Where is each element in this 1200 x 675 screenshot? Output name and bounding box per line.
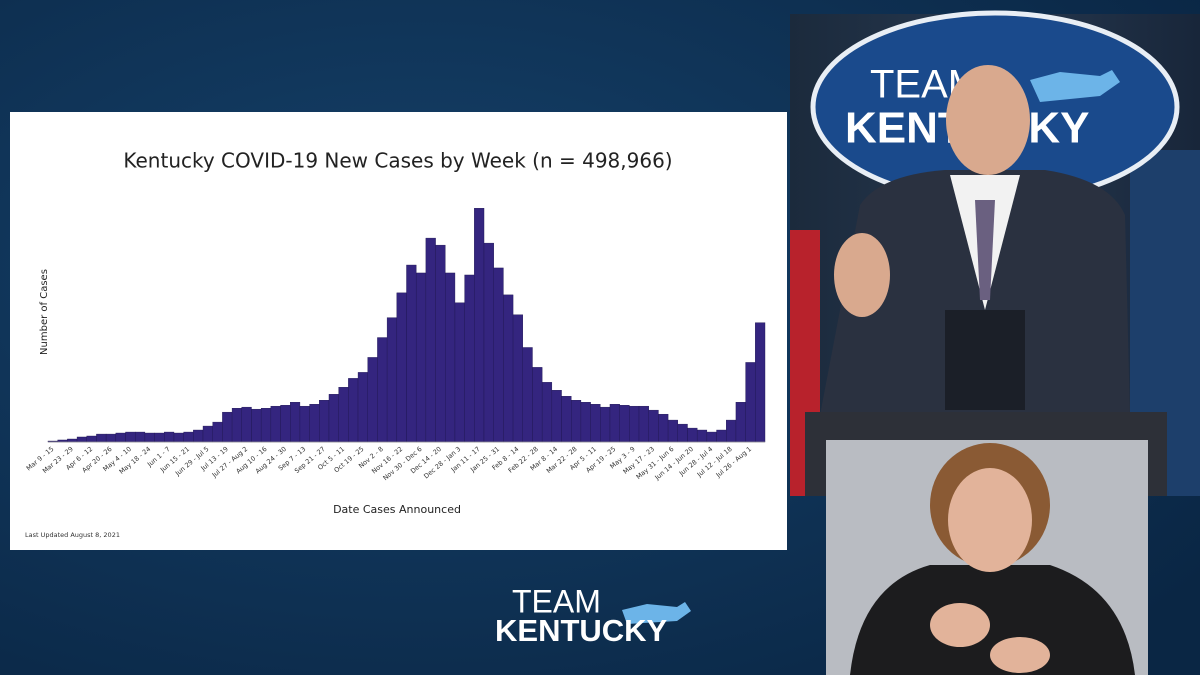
tie	[975, 200, 995, 300]
logo-state	[1030, 70, 1120, 102]
bar	[202, 425, 213, 443]
bar	[512, 314, 523, 443]
bar	[474, 208, 485, 443]
bar	[532, 367, 543, 443]
bar	[658, 413, 669, 443]
interpreter-body	[850, 565, 1135, 675]
logo-text: TEAM	[512, 583, 601, 619]
speaker-head	[946, 65, 1030, 175]
bar	[115, 432, 126, 443]
bar	[164, 431, 175, 443]
bar	[125, 431, 136, 443]
bar	[638, 405, 649, 443]
chart-title: Kentucky COVID-19 New Cases by Week (n =…	[123, 149, 672, 173]
bar	[571, 400, 582, 443]
bar	[396, 292, 407, 443]
bar	[667, 419, 678, 443]
interpreter-face	[948, 468, 1032, 572]
bar	[454, 302, 465, 443]
bar	[406, 264, 417, 443]
bar	[154, 432, 165, 443]
bar	[551, 390, 562, 443]
bar	[251, 408, 262, 443]
bar	[212, 421, 223, 443]
bar	[386, 317, 398, 443]
bar	[67, 438, 78, 443]
bar	[135, 431, 146, 443]
x-axis-label: Date Cases Announced	[333, 503, 461, 516]
bar	[270, 405, 281, 443]
bar	[435, 244, 446, 443]
logo-text: KENTUCKY	[495, 613, 668, 648]
bar	[348, 378, 359, 443]
microphones	[945, 310, 1025, 410]
bar	[357, 372, 368, 443]
hand	[834, 233, 890, 317]
bar	[619, 405, 630, 443]
bar	[648, 409, 659, 443]
bar	[144, 432, 155, 443]
bar	[483, 242, 494, 443]
bar	[241, 406, 252, 443]
bar	[173, 432, 184, 443]
bar	[493, 267, 504, 443]
bar	[580, 402, 591, 443]
logo-state	[622, 602, 691, 624]
bar	[367, 357, 378, 443]
bar	[716, 429, 727, 443]
bar	[696, 429, 708, 443]
footer-logo: TEAM KENTUCKY	[495, 583, 691, 648]
bar	[677, 423, 688, 443]
speaker-suit	[820, 170, 1130, 415]
bar	[561, 396, 572, 443]
bar	[503, 294, 514, 443]
bar	[309, 404, 320, 443]
bar	[338, 387, 349, 443]
bar	[319, 400, 330, 443]
bar	[445, 272, 456, 443]
bar	[609, 404, 620, 443]
bar	[105, 433, 117, 443]
hand	[930, 603, 990, 647]
speaker-video: TEAM KENTUCKY	[790, 10, 1200, 496]
bar	[183, 431, 194, 443]
bar	[290, 402, 301, 443]
bar	[755, 322, 766, 443]
footnote: Last Updated August 8, 2021	[25, 531, 120, 539]
bar	[96, 433, 107, 443]
bar	[706, 431, 717, 443]
bar	[377, 337, 388, 443]
bar	[222, 411, 233, 443]
bar	[231, 408, 242, 443]
bar	[600, 406, 611, 443]
bar	[735, 402, 746, 443]
bar	[76, 436, 87, 443]
bar	[745, 362, 756, 443]
bar	[726, 419, 737, 443]
bar	[590, 404, 601, 443]
bar	[193, 429, 204, 443]
bar	[687, 427, 698, 443]
bar	[280, 405, 291, 443]
bar	[260, 408, 272, 443]
bar	[299, 405, 310, 443]
bar	[464, 274, 475, 443]
bar	[629, 405, 640, 443]
y-axis-label: Number of Cases	[39, 269, 50, 355]
bar	[328, 394, 339, 443]
bar	[522, 347, 533, 443]
bar	[415, 272, 427, 443]
bar	[425, 237, 436, 443]
hand	[990, 637, 1050, 673]
interpreter-video	[826, 440, 1148, 675]
bar	[541, 382, 553, 443]
bar	[86, 435, 97, 443]
